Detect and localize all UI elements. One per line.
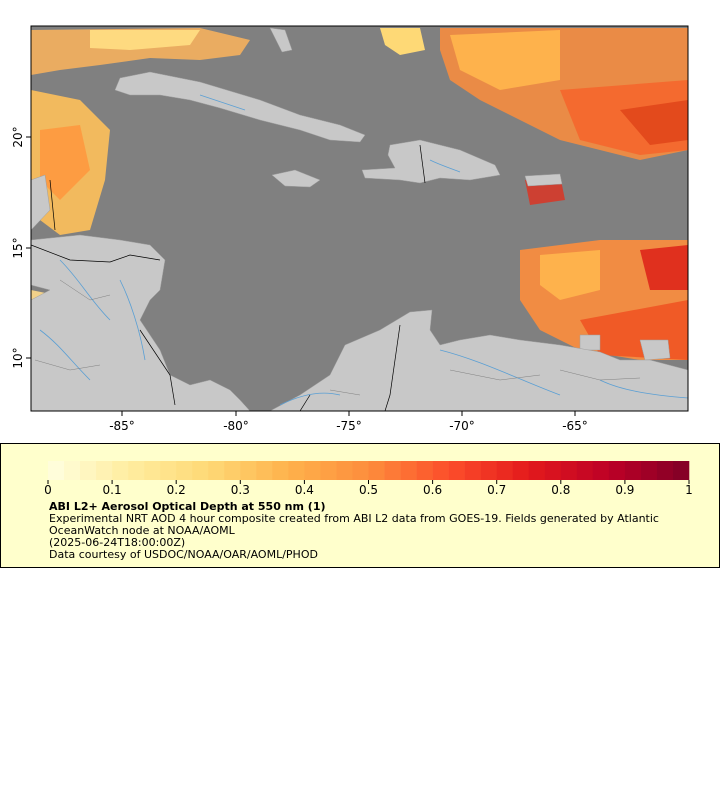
colorbar-cell <box>352 461 369 480</box>
borders <box>31 144 426 411</box>
colorbar-cell <box>336 461 353 480</box>
land-puerto-rico <box>524 173 563 187</box>
colorbar-cell <box>528 461 546 480</box>
y-tick-label: 20° <box>11 126 25 147</box>
colorbar-cell <box>256 461 273 480</box>
aod-field-atlantic-north <box>440 28 688 160</box>
colorbar-cell <box>384 461 401 480</box>
colorbar-cell <box>208 461 225 480</box>
colorbar-cell <box>576 461 594 480</box>
aod-field-lesser-antilles <box>520 175 688 360</box>
x-tick-label: -65° <box>562 419 588 433</box>
colorbar-cells <box>48 461 690 480</box>
legend-time: (2025-06-24T18:00:00Z) <box>49 536 186 549</box>
legend-text: ABI L2+ Aerosol Optical Depth at 550 nm … <box>49 501 689 561</box>
colorbar-cell <box>80 461 97 480</box>
colorbar-cell <box>288 461 305 480</box>
colorbar-tick-label: 0.4 <box>295 483 314 497</box>
colorbar-cell <box>432 461 449 480</box>
colorbar-cell <box>464 461 481 480</box>
colorbar-cell <box>96 461 113 480</box>
colorbar-cell <box>304 461 321 480</box>
aod-map: -85° -80° -75° -70° -65° 20° 15° 10° <box>11 25 689 433</box>
land-hispaniola <box>361 139 501 184</box>
internal-borders <box>34 279 641 396</box>
aod-field-yucatan <box>31 90 110 235</box>
x-tick-label: -80° <box>223 419 249 433</box>
y-axis <box>26 136 31 359</box>
colorbar-cell <box>560 461 578 480</box>
colorbar-cell <box>112 461 129 480</box>
colorbar-cell <box>64 461 81 480</box>
colorbar-cell <box>496 461 514 480</box>
colorbar-tick-label: 0.2 <box>167 483 186 497</box>
colorbar-cell <box>272 461 289 480</box>
colorbar-cell <box>368 461 385 480</box>
colorbar-tick-label: 1 <box>685 483 693 497</box>
colorbar-cell <box>656 461 674 480</box>
y-tick-label: 15° <box>11 237 25 258</box>
colorbar-tick-label: 0.8 <box>551 483 570 497</box>
land-south-america <box>269 309 688 411</box>
land-central-america <box>31 234 251 411</box>
colorbar-cell <box>672 461 690 480</box>
colorbar-cell <box>144 461 161 480</box>
x-axis <box>121 411 576 416</box>
colorbar-cell <box>640 461 658 480</box>
colorbar-cell <box>608 461 626 480</box>
colorbar-cell <box>624 461 642 480</box>
colorbar-cell <box>176 461 193 480</box>
colorbar-ticks: 0 0.1 0.2 0.3 0.4 0.5 0.6 0.7 0.8 0.9 1 <box>44 480 693 497</box>
land-masses <box>31 27 688 411</box>
colorbar-tick-label: 0.7 <box>487 483 506 497</box>
colorbar-tick-label: 0.5 <box>359 483 378 497</box>
y-tick-label: 10° <box>11 347 25 368</box>
colorbar-cell <box>160 461 177 480</box>
colorbar-cell <box>400 461 417 480</box>
colorbar-cell <box>512 461 530 480</box>
x-tick-label: -70° <box>449 419 475 433</box>
colorbar-cell <box>544 461 562 480</box>
colorbar: 0 0.1 0.2 0.3 0.4 0.5 0.6 0.7 0.8 0.9 1 <box>44 461 693 497</box>
colorbar-tick-label: 0.6 <box>423 483 442 497</box>
land-jamaica <box>271 169 321 188</box>
colorbar-cell <box>416 461 433 480</box>
land-cuba <box>114 71 366 143</box>
colorbar-cell <box>592 461 610 480</box>
legend-credit: Data courtesy of USDOC/NOAA/OAR/AOML/PHO… <box>49 548 318 561</box>
colorbar-tick-label: 0.1 <box>103 483 122 497</box>
colorbar-cell <box>48 461 65 480</box>
aod-field-gulf-north <box>31 28 425 75</box>
colorbar-cell <box>128 461 145 480</box>
x-tick-label: -75° <box>336 419 362 433</box>
colorbar-cell <box>192 461 209 480</box>
colorbar-cell <box>224 461 241 480</box>
colorbar-cell <box>448 461 465 480</box>
map-frame <box>30 25 689 412</box>
colorbar-cell <box>240 461 257 480</box>
colorbar-tick-label: 0 <box>44 483 52 497</box>
colorbar-cell <box>480 461 497 480</box>
colorbar-tick-label: 0.9 <box>615 483 634 497</box>
legend-panel: 0 0.1 0.2 0.3 0.4 0.5 0.6 0.7 0.8 0.9 1 ABI L2+ Ae… <box>0 443 720 568</box>
legend-description: Experimental NRT AOD 4 hour composite cr… <box>49 512 659 537</box>
rivers <box>39 94 688 406</box>
legend-title: ABI L2+ Aerosol Optical Depth at 550 nm … <box>49 500 326 513</box>
colorbar-tick-label: 0.3 <box>231 483 250 497</box>
x-tick-label: -85° <box>109 419 135 433</box>
colorbar-cell <box>320 461 337 480</box>
